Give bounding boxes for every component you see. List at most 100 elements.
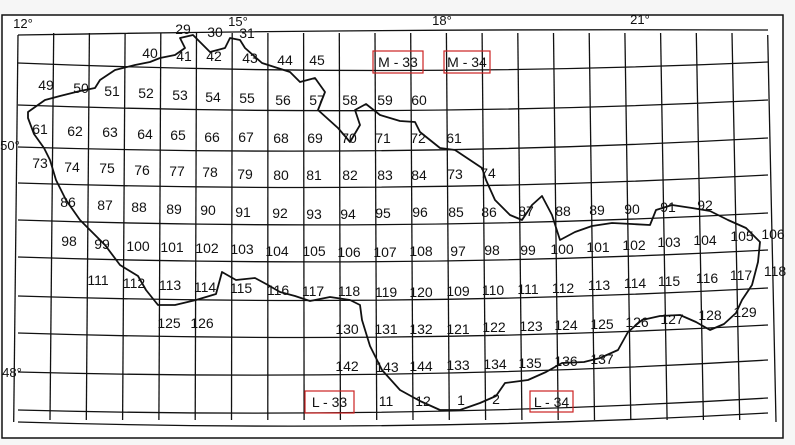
sheet-number: 94 [340,206,356,222]
sheet-number: 91 [660,199,676,215]
sheet-number: 49 [38,77,54,93]
grid-meridian [731,32,741,421]
sheet-number: 103 [657,234,681,250]
grid-parallel [17,412,769,427]
grid-meridian [767,34,777,423]
sheet-number: 87 [97,197,113,213]
sheet-number: 11 [379,393,394,409]
sheet-number: 54 [205,89,221,105]
sheet-number: 124 [554,317,578,333]
sheet-number: 80 [273,167,289,183]
sheet-number: 43 [242,50,258,66]
sheet-number: 113 [159,277,182,293]
grid-meridian [230,32,233,421]
grid-parallel [17,359,769,376]
sheet-number: 129 [733,304,757,320]
sheet-number: 131 [374,321,398,337]
sheet-number: 85 [448,204,464,220]
degree-label: 21° [630,12,650,27]
grid-parallel [17,29,769,36]
sheet-number: 90 [624,201,640,217]
sheet-number: 143 [375,359,399,375]
sheet-number: 115 [658,273,681,289]
sheet-number: 116 [696,270,719,286]
sheet-number: 113 [588,277,611,293]
sheet-number: 66 [204,129,220,145]
sheet-number: 135 [518,355,542,371]
sheet-number: 128 [698,307,722,323]
sheet-number: 78 [202,164,218,180]
sheet-number: 57 [309,92,325,108]
sheet-number: 119 [375,284,398,300]
grid-meridian [158,32,162,421]
sheet-number: 74 [64,159,80,175]
grid-meridian [121,32,126,421]
sheet-number: 114 [624,275,647,291]
degree-label: 48° [2,365,22,380]
sheet-number: 42 [206,48,222,64]
sheet-number: 120 [409,284,433,300]
sheet-number: 100 [126,238,150,254]
sheet-number: 45 [309,52,325,68]
sheet-number: 127 [660,311,684,327]
sheet-number: 77 [169,163,185,179]
sheet-number: 2 [492,391,500,407]
sheet-number: 82 [342,167,358,183]
grid-meridian [302,32,305,421]
sheet-number: 104 [693,232,717,248]
sheet-number: 61 [446,130,462,146]
sheet-number: 99 [94,236,110,252]
grid-parallel [17,397,769,414]
sheet-number: 76 [134,162,150,178]
sheet-number: 71 [375,130,391,146]
sheet-number: 102 [622,237,646,253]
sheet-number: 53 [172,87,188,103]
sheet-number: 132 [409,321,433,337]
sheet-number: 105 [302,243,326,259]
sheet-number: 60 [411,92,427,108]
grid-parallel [17,287,769,302]
sheet-number: 133 [446,357,470,373]
sheet-number: 31 [239,25,255,41]
sheet-number: 72 [410,130,426,146]
grid-meridian [659,32,668,421]
sheet-number: 30 [207,24,223,40]
sheet-number: 86 [481,204,497,220]
sheet-number: 111 [517,281,538,297]
sheet-number: 112 [552,280,575,296]
grid-meridian [374,32,378,421]
grid-meridian [194,32,198,421]
sheet-number: 101 [160,239,184,255]
sheet-number: 64 [137,126,153,142]
grid-meridian [85,32,91,421]
sheet-number: 68 [273,130,289,146]
sheet-number: 89 [166,201,182,217]
sheet-number: 98 [484,242,500,258]
grid-meridian [338,32,342,421]
sheet-number: 1 [457,392,465,408]
sheet-number: 92 [697,197,713,213]
sheet-number: 101 [586,239,610,255]
sheet-number: 117 [302,283,325,299]
sheet-number: 69 [307,130,323,146]
sheet-number: 12 [415,393,431,409]
sheet-number: 55 [239,90,255,106]
sheet-number: 126 [625,314,649,330]
sheet-box-frame [372,50,424,74]
sheet-number: 29 [175,21,191,37]
grid-meridian [695,32,705,421]
grid-parallel [17,99,769,112]
sheet-number: 97 [450,243,466,259]
sheet-number-labels: 40 41 42 43 44 45 49 50 51 52 53 54 55 56 57 58 59 60 61 62… [32,21,786,409]
sheet-number: 107 [373,244,397,260]
sheet-number: 67 [238,129,254,145]
outer-frame [1,14,784,439]
sheet-number: 118 [338,283,361,299]
sheet-number: 104 [265,243,289,259]
sheet-number: 102 [195,240,219,256]
sheet-number: 115 [230,280,253,296]
degree-labels: 12° 15° 18° 21° 50° 48° [0,12,650,380]
sheet-number: 73 [32,155,48,171]
sheet-number: 126 [190,315,214,331]
